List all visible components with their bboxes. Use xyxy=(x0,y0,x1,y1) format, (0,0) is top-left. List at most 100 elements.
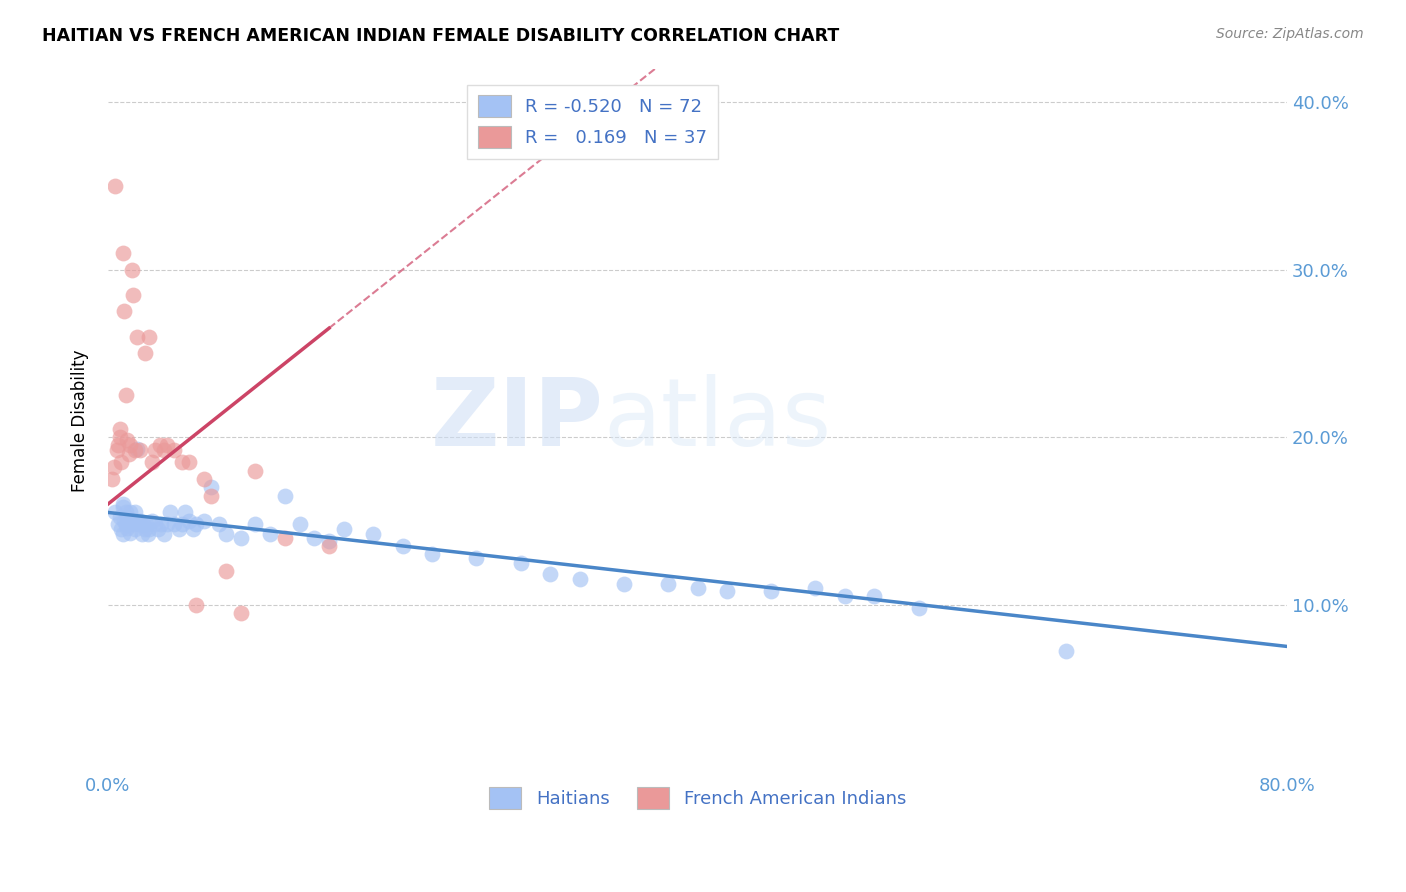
Y-axis label: Female Disability: Female Disability xyxy=(72,349,89,491)
Point xyxy=(121,262,143,277)
Point xyxy=(200,489,222,503)
Point xyxy=(117,447,139,461)
Point xyxy=(509,556,531,570)
Text: ZIP: ZIP xyxy=(430,375,603,467)
Text: atlas: atlas xyxy=(603,375,831,467)
Point xyxy=(391,539,413,553)
Point xyxy=(907,601,929,615)
Point xyxy=(131,527,153,541)
Point xyxy=(128,517,150,532)
Point xyxy=(318,533,340,548)
Point xyxy=(761,584,783,599)
Point xyxy=(215,564,238,578)
Point xyxy=(163,443,186,458)
Point xyxy=(229,606,252,620)
Point xyxy=(115,434,138,448)
Point xyxy=(186,517,208,532)
Point xyxy=(333,522,356,536)
Point xyxy=(121,514,143,528)
Point xyxy=(1054,644,1077,658)
Point xyxy=(146,522,169,536)
Point xyxy=(657,577,679,591)
Point xyxy=(138,329,160,343)
Point xyxy=(127,442,149,456)
Point xyxy=(143,443,166,458)
Point xyxy=(193,472,215,486)
Point xyxy=(129,514,152,528)
Point xyxy=(153,443,176,458)
Point xyxy=(108,430,131,444)
Point xyxy=(103,460,125,475)
Point xyxy=(186,598,208,612)
Point xyxy=(173,505,195,519)
Point xyxy=(804,581,827,595)
Point xyxy=(115,510,138,524)
Point xyxy=(170,455,193,469)
Point xyxy=(215,527,238,541)
Point xyxy=(111,500,134,515)
Point xyxy=(136,527,159,541)
Point xyxy=(120,438,142,452)
Point xyxy=(112,514,135,528)
Point xyxy=(177,514,200,528)
Point xyxy=(863,589,886,603)
Point xyxy=(115,520,138,534)
Point xyxy=(104,178,127,193)
Point xyxy=(125,514,148,528)
Text: Source: ZipAtlas.com: Source: ZipAtlas.com xyxy=(1216,27,1364,41)
Point xyxy=(124,443,146,458)
Point xyxy=(132,517,155,532)
Point xyxy=(229,531,252,545)
Point xyxy=(177,455,200,469)
Point xyxy=(304,531,326,545)
Point xyxy=(148,438,170,452)
Point xyxy=(111,245,134,260)
Point xyxy=(153,527,176,541)
Point xyxy=(124,505,146,519)
Point xyxy=(114,517,136,532)
Text: HAITIAN VS FRENCH AMERICAN INDIAN FEMALE DISABILITY CORRELATION CHART: HAITIAN VS FRENCH AMERICAN INDIAN FEMALE… xyxy=(42,27,839,45)
Point xyxy=(568,573,591,587)
Point xyxy=(465,550,488,565)
Point xyxy=(127,329,149,343)
Point xyxy=(107,438,129,452)
Point xyxy=(167,522,190,536)
Point xyxy=(288,517,311,532)
Legend: Haitians, French American Indians: Haitians, French American Indians xyxy=(482,780,914,816)
Point xyxy=(112,304,135,318)
Point xyxy=(361,527,384,541)
Point xyxy=(134,346,156,360)
Point xyxy=(156,438,179,452)
Point xyxy=(120,505,142,519)
Point xyxy=(114,505,136,519)
Point xyxy=(104,505,127,519)
Point xyxy=(108,422,131,436)
Point xyxy=(150,517,173,532)
Point xyxy=(245,464,267,478)
Point xyxy=(538,567,561,582)
Point xyxy=(114,388,136,402)
Point xyxy=(274,531,297,545)
Point xyxy=(200,480,222,494)
Point xyxy=(101,472,124,486)
Point xyxy=(117,517,139,532)
Point xyxy=(138,522,160,536)
Point xyxy=(141,514,163,528)
Point xyxy=(716,584,738,599)
Point xyxy=(124,522,146,536)
Point xyxy=(134,522,156,536)
Point xyxy=(318,539,340,553)
Point xyxy=(207,517,229,532)
Point xyxy=(129,443,152,458)
Point xyxy=(156,517,179,532)
Point xyxy=(135,517,157,532)
Point xyxy=(686,581,709,595)
Point xyxy=(245,517,267,532)
Point xyxy=(107,517,129,532)
Point xyxy=(110,455,132,469)
Point xyxy=(834,589,856,603)
Point xyxy=(259,527,281,541)
Point xyxy=(105,443,128,458)
Point xyxy=(110,522,132,536)
Point xyxy=(163,517,186,532)
